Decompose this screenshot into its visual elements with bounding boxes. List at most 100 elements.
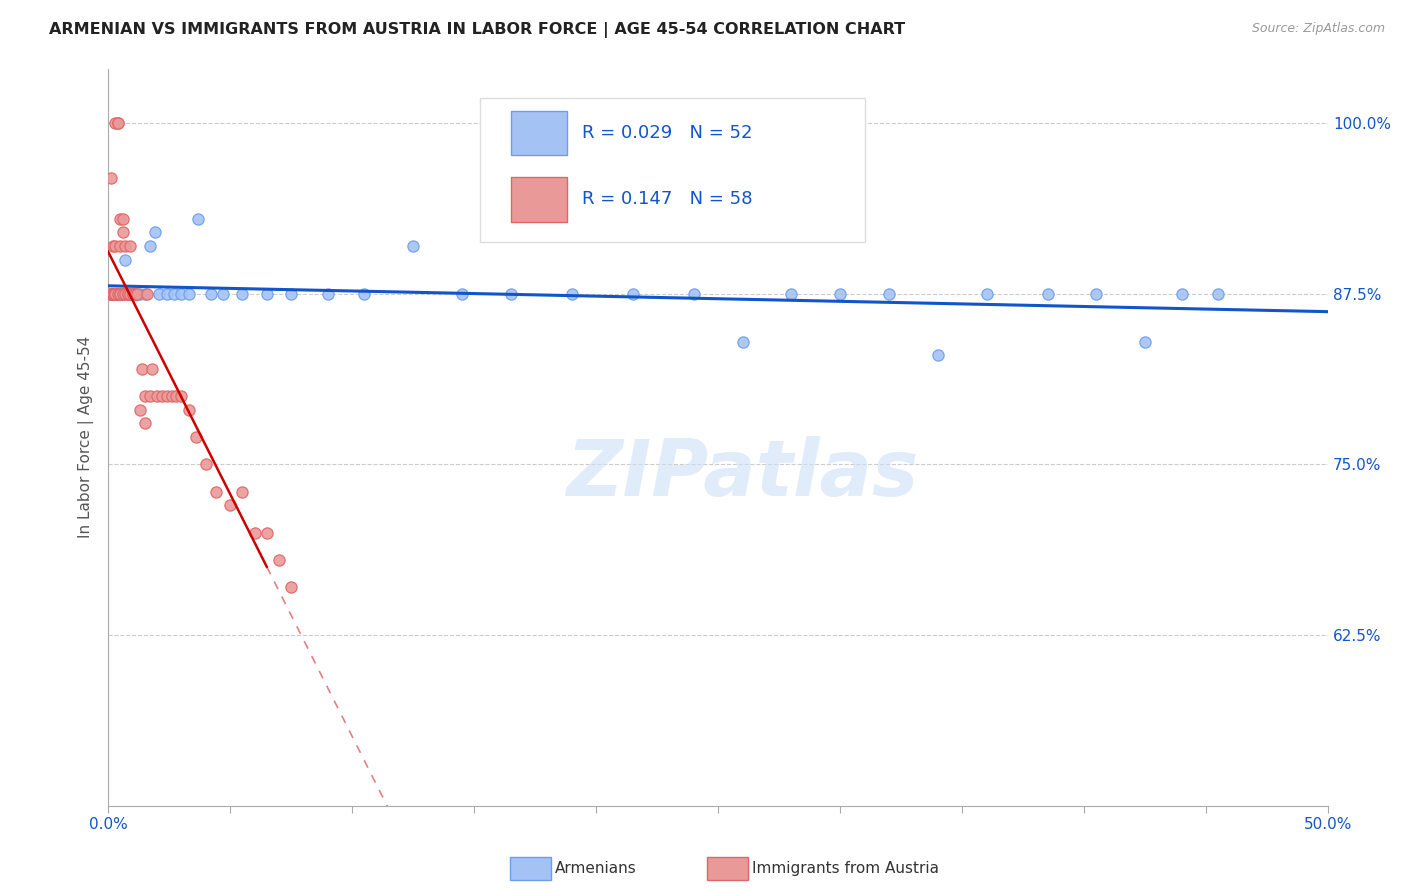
Point [101, 286, 124, 301]
Point [682, 286, 704, 301]
Point [104, 286, 127, 301]
Point [100, 286, 122, 301]
Point [128, 402, 150, 417]
Text: Immigrants from Austria: Immigrants from Austria [752, 862, 939, 876]
Point [120, 286, 142, 301]
Text: Source: ZipAtlas.com: Source: ZipAtlas.com [1251, 22, 1385, 36]
Point [110, 239, 132, 253]
Point [101, 239, 124, 253]
Point [138, 389, 160, 403]
Point [104, 286, 127, 301]
Point [280, 580, 302, 594]
Point [104, 286, 127, 301]
Text: ZIPatlas: ZIPatlas [567, 436, 918, 512]
Point [107, 286, 129, 301]
Point [267, 553, 290, 567]
Point [402, 239, 425, 253]
Point [184, 430, 207, 444]
Point [101, 286, 124, 301]
Point [731, 334, 754, 349]
Point [231, 286, 253, 301]
Point [561, 286, 583, 301]
Point [100, 286, 122, 301]
Point [194, 458, 217, 472]
Point [104, 286, 127, 301]
Point [243, 525, 266, 540]
Point [1036, 286, 1059, 301]
Point [121, 286, 143, 301]
Point [110, 211, 132, 226]
Point [110, 286, 132, 301]
Point [177, 402, 200, 417]
Text: R = 0.147   N = 58: R = 0.147 N = 58 [582, 190, 752, 209]
Point [353, 286, 375, 301]
Point [101, 286, 124, 301]
Point [134, 389, 156, 403]
Point [101, 286, 124, 301]
Point [621, 286, 644, 301]
Point [156, 286, 179, 301]
Point [111, 286, 134, 301]
FancyBboxPatch shape [481, 98, 865, 242]
Point [150, 389, 173, 403]
Point [170, 286, 193, 301]
Point [111, 225, 134, 239]
Point [211, 286, 233, 301]
Point [499, 286, 522, 301]
Point [177, 286, 200, 301]
Point [170, 389, 193, 403]
Point [877, 286, 900, 301]
Point [200, 286, 222, 301]
Y-axis label: In Labor Force | Age 45-54: In Labor Force | Age 45-54 [79, 336, 94, 538]
Point [120, 286, 142, 301]
Point [104, 286, 127, 301]
Point [138, 239, 160, 253]
Point [114, 286, 136, 301]
Point [219, 498, 242, 512]
Point [1208, 286, 1230, 301]
Point [117, 286, 139, 301]
Point [231, 484, 253, 499]
Point [187, 211, 209, 226]
Point [451, 286, 474, 301]
Point [111, 211, 134, 226]
Point [143, 225, 166, 239]
FancyBboxPatch shape [510, 177, 567, 222]
Point [121, 286, 143, 301]
Point [780, 286, 803, 301]
Point [256, 286, 278, 301]
FancyBboxPatch shape [510, 111, 567, 155]
Point [127, 286, 149, 301]
Point [107, 286, 129, 301]
Point [141, 361, 163, 376]
Point [927, 348, 949, 362]
Point [1133, 334, 1156, 349]
Point [121, 286, 143, 301]
Point [104, 239, 127, 253]
Point [120, 239, 142, 253]
Point [117, 286, 139, 301]
Point [127, 286, 149, 301]
Point [111, 286, 134, 301]
Point [114, 239, 136, 253]
Point [128, 286, 150, 301]
Point [976, 286, 998, 301]
Point [146, 389, 169, 403]
Point [160, 389, 183, 403]
Point [163, 286, 186, 301]
Point [104, 116, 127, 130]
Point [110, 286, 132, 301]
Point [830, 286, 852, 301]
Point [101, 286, 124, 301]
Point [104, 286, 127, 301]
Point [101, 286, 124, 301]
Point [1085, 286, 1108, 301]
Point [148, 286, 170, 301]
Point [166, 389, 188, 403]
Point [124, 286, 146, 301]
Point [316, 286, 339, 301]
Point [107, 286, 129, 301]
Point [136, 286, 159, 301]
Point [134, 417, 156, 431]
Text: R = 0.029   N = 52: R = 0.029 N = 52 [582, 124, 752, 142]
